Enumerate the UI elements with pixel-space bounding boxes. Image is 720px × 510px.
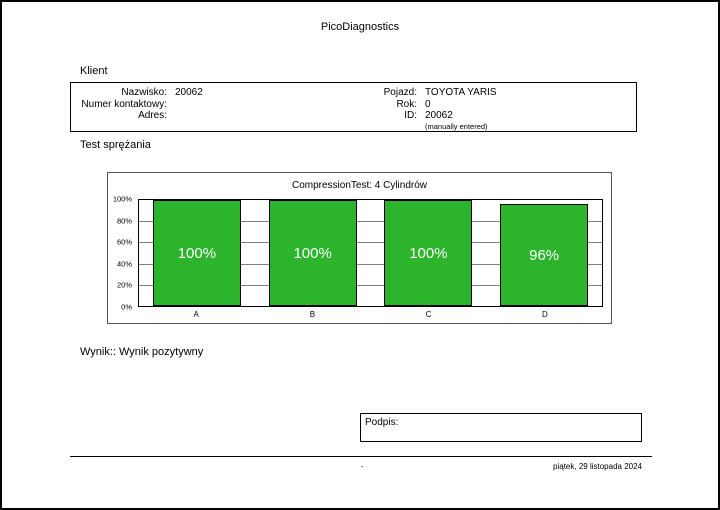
field-label: [361, 122, 417, 132]
y-tick: 20%: [116, 280, 132, 290]
field-label: Adres:: [138, 110, 167, 121]
bar-slot-c: 100%: [371, 200, 487, 306]
field-label: Pojazd:: [383, 87, 417, 98]
field-adres: Adres:: [75, 110, 203, 122]
field-nazwisko: Nazwisko: 20062: [75, 87, 203, 99]
y-tick: 100%: [112, 194, 132, 204]
bar-value-label: 96%: [529, 246, 560, 264]
field-label: Nazwisko:: [121, 87, 167, 98]
bar-cylinder-a: 100%: [152, 200, 241, 306]
client-info-box: Nazwisko: 20062 Numer kontaktowy: Adres:…: [70, 82, 637, 132]
field-value: 0: [425, 98, 431, 110]
compression-chart: CompressionTest: 4 Cylindrów 100% 80% 60…: [107, 172, 612, 324]
bar-slot-a: 100%: [139, 200, 255, 306]
field-value: TOYOTA YARIS: [425, 87, 497, 98]
bar-value-label: 100%: [177, 244, 217, 262]
bar-cylinder-c: 100%: [384, 200, 473, 306]
field-note: (manually entered): [425, 121, 488, 131]
field-id: ID: 20062: [361, 110, 497, 122]
field-label: Rok:: [396, 98, 417, 110]
bar-value-label: 100%: [409, 244, 448, 262]
y-tick: 80%: [116, 216, 132, 226]
gridline: [139, 221, 602, 223]
bar-value-label: 100%: [293, 244, 332, 262]
result-text: Wynik:: Wynik pozytywny: [80, 346, 204, 358]
bar-cylinder-b: 100%: [268, 200, 357, 306]
chart-title: CompressionTest: 4 Cylindrów: [291, 180, 428, 191]
report-title: PicoDiagnostics: [320, 21, 400, 33]
field-value: 20062: [425, 110, 453, 121]
bar-slot-d: 96%: [486, 200, 602, 306]
footer-divider: [70, 456, 652, 457]
client-section-label: Klient: [80, 65, 108, 77]
y-tick: 0%: [121, 302, 132, 312]
x-tick-d: D: [541, 310, 548, 319]
x-tick-a: A: [193, 310, 199, 319]
footer-date: piątek, 29 listopada 2024: [553, 462, 642, 471]
chart-y-axis: 100% 80% 60% 40% 20% 0%: [108, 195, 135, 312]
chart-x-axis: A B C D: [138, 310, 603, 319]
gridline: [139, 263, 602, 265]
field-value: 20062: [175, 87, 203, 98]
footer-center-text: -: [360, 462, 364, 471]
client-fields-left: Nazwisko: 20062 Numer kontaktowy: Adres:: [75, 87, 203, 122]
field-rok: Rok: 0: [361, 99, 497, 111]
bar-slot-b: 100%: [255, 200, 371, 306]
chart-plot-area: 100% 100% 100% 96%: [138, 199, 603, 307]
field-label: ID:: [404, 110, 417, 121]
x-tick-c: C: [425, 310, 432, 319]
gridline: [139, 242, 602, 244]
client-fields-right: Pojazd: TOYOTA YARIS Rok: 0 ID: 20062 (m…: [361, 87, 497, 132]
field-pojazd: Pojazd: TOYOTA YARIS: [361, 87, 497, 99]
bar-cylinder-d: 96%: [500, 204, 589, 306]
field-label: Numer kontaktowy:: [81, 98, 167, 110]
y-tick: 40%: [116, 259, 132, 269]
signature-box: Podpis:: [360, 413, 642, 442]
chart-bars: 100% 100% 100% 96%: [139, 200, 602, 306]
test-section-label: Test sprężania: [80, 139, 151, 151]
field-manually-entered: (manually entered): [361, 122, 497, 132]
field-numer-kontaktowy: Numer kontaktowy:: [75, 99, 203, 111]
y-tick: 60%: [116, 237, 132, 247]
gridline: [139, 284, 602, 286]
signature-label: Podpis:: [365, 417, 399, 428]
x-tick-b: B: [309, 310, 316, 319]
